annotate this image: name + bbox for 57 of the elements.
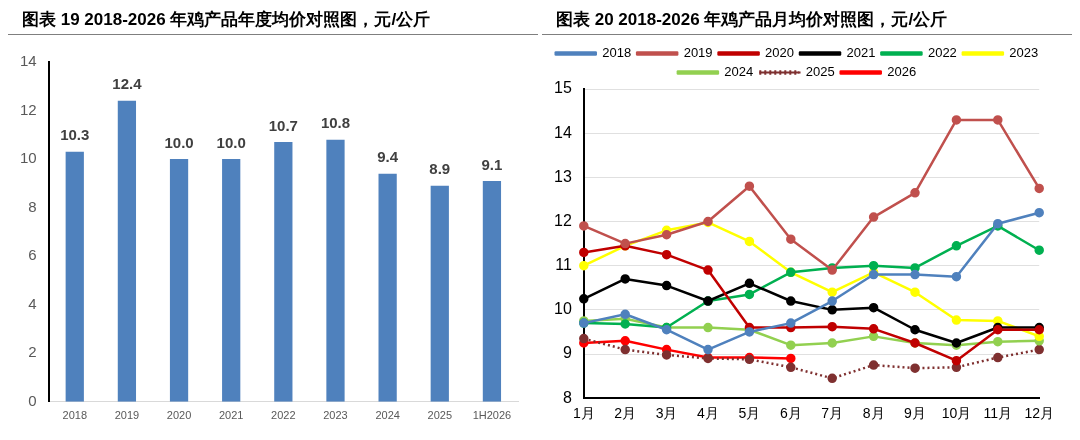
legend-label: 2021 [846,45,876,61]
y-tick-label: 10 [20,149,37,167]
legend-label: 2019 [683,45,713,61]
x-tick-label: 1H2026 [472,409,512,422]
y-tick-label: 13 [554,167,572,185]
x-tick-label: 2021 [218,409,244,422]
y-tick-label: 2 [28,343,37,361]
x-tick-label: 2025 [427,409,453,422]
legend-label: 2024 [724,64,754,80]
y-tick-label: 14 [554,123,572,141]
y-tick-label: 11 [555,256,572,274]
x-tick-label: 6月 [779,405,802,422]
y-tick-label: 4 [28,294,37,312]
x-tick-label: 12月 [1024,405,1054,422]
legend-label: 2025 [805,64,835,80]
legend-label: 2023 [1009,45,1039,61]
x-tick-label: 2019 [114,409,140,422]
data-label: 8.9 [429,160,451,178]
data-label: 12.4 [112,75,143,93]
y-tick-label: 15 [554,79,572,97]
y-tick-label: 14 [20,52,37,70]
legend-label: 2020 [765,45,794,61]
data-label: 10.0 [216,133,246,151]
legend-label: 2018 [602,45,632,61]
y-tick-label: 8 [562,388,572,406]
data-label: 9.1 [481,155,503,173]
x-tick-label: 2月 [614,405,637,422]
x-tick-label: 4月 [697,405,719,422]
data-label: 9.4 [377,148,399,166]
x-tick-label: 2022 [271,409,296,422]
data-label: 10.7 [268,116,298,134]
x-tick-label: 11月 [983,405,1013,422]
y-tick-label: 0 [28,391,37,409]
y-tick-label: 12 [554,211,572,229]
x-tick-label: 10月 [941,405,972,422]
x-tick-label: 2024 [375,409,400,422]
y-tick-label: 6 [28,246,37,264]
data-label: 10.3 [60,126,90,144]
legend-label: 2026 [887,64,917,80]
y-tick-label: 8 [28,197,37,215]
data-label: 10.0 [164,133,194,151]
chart-title: 图表 20 2018-2026 年鸡产品月均价对照图，元/公斤 [542,8,1072,35]
x-tick-label: 3月 [655,405,678,422]
x-tick-label: 1月 [572,405,595,422]
y-tick-label: 10 [554,300,572,318]
chart-title: 图表 19 2018-2026 年鸡产品年度均价对照图，元/公斤 [8,8,538,35]
x-tick-label: 7月 [821,405,844,422]
y-tick-label: 12 [20,100,37,118]
x-tick-label: 5月 [738,405,761,422]
x-tick-label: 2023 [323,409,348,422]
x-tick-label: 8月 [862,405,885,422]
y-tick-label: 9 [562,344,572,362]
x-tick-label: 9月 [904,405,926,422]
data-label: 10.8 [320,114,351,132]
legend-label: 2022 [927,45,957,61]
x-tick-label: 2018 [62,409,87,422]
x-tick-label: 2020 [166,409,192,422]
